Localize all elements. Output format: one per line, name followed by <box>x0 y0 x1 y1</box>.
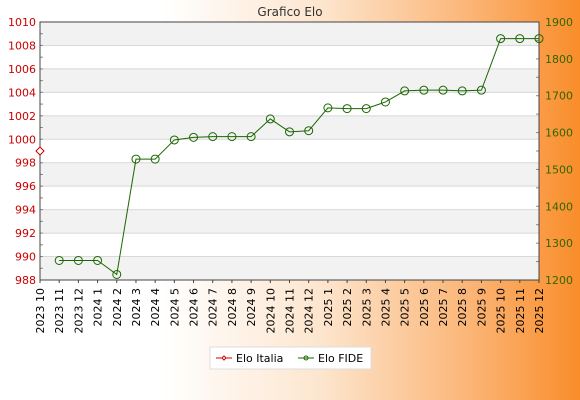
y-right-tick-label: 1700 <box>545 90 573 103</box>
x-tick-label: 2024 11 <box>284 288 297 334</box>
y-right-tick-label: 1300 <box>545 237 573 250</box>
x-tick-label: 2025 7 <box>437 288 450 327</box>
x-tick-label: 2023 10 <box>34 288 47 334</box>
grid-band <box>40 68 539 93</box>
x-tick-label: 2024 3 <box>130 288 143 327</box>
y-left-tick-label: 994 <box>15 204 36 217</box>
data-point <box>476 85 486 95</box>
legend-label: Elo Italia <box>236 352 283 365</box>
data-point <box>189 132 199 142</box>
data-point <box>380 97 390 107</box>
x-tick-label: 2023 11 <box>53 288 66 334</box>
data-point <box>285 127 294 137</box>
y-left-tick-label: 1008 <box>8 39 36 52</box>
x-tick-label: 2024 5 <box>168 288 181 327</box>
x-tick-label: 2025 6 <box>418 288 431 327</box>
data-point <box>361 104 371 114</box>
data-point <box>227 132 237 142</box>
y-right-tick-label: 1800 <box>545 53 573 66</box>
data-point <box>112 269 122 279</box>
grid-band <box>40 256 539 280</box>
x-tick-label: 2025 2 <box>341 288 354 327</box>
y-left-tick-label: 1002 <box>8 110 36 123</box>
data-point <box>246 132 256 142</box>
legend-marker <box>303 355 309 361</box>
x-tick-label: 2025 12 <box>533 288 546 334</box>
data-point <box>150 154 160 164</box>
legend-box <box>209 346 372 370</box>
x-tick-label: 2024 7 <box>207 288 220 327</box>
data-point <box>515 34 525 44</box>
legend: Elo Italia Elo FIDE <box>209 346 372 370</box>
y-right-tick-label: 1600 <box>545 127 573 140</box>
data-point <box>457 86 467 96</box>
y-right-tick-label: 1200 <box>545 274 573 287</box>
data-point <box>35 146 45 156</box>
legend-marker <box>221 355 227 361</box>
data-point <box>131 154 141 164</box>
x-tick-label: 2025 11 <box>514 288 527 334</box>
data-point <box>323 103 333 113</box>
y-left-tick-label: 988 <box>15 274 36 287</box>
y-left-tick-label: 1010 <box>8 16 36 29</box>
chart-title: Grafico Elo <box>257 5 322 19</box>
data-point <box>400 86 410 96</box>
x-tick-label: 2024 12 <box>303 288 316 334</box>
data-point <box>419 85 429 95</box>
x-tick-label: 2024 10 <box>264 288 277 334</box>
series-line <box>59 38 539 276</box>
y-left-tick-label: 996 <box>15 180 36 193</box>
grid-band <box>40 162 539 187</box>
data-point <box>73 255 83 265</box>
data-point <box>438 85 448 95</box>
y-left-tick-label: 1006 <box>8 63 36 76</box>
x-tick-label: 2025 1 <box>322 288 335 327</box>
data-point <box>342 104 352 114</box>
x-tick-label: 2024 2 <box>111 288 124 327</box>
x-tick-label: 2025 8 <box>456 288 469 327</box>
y-left-tick-label: 990 <box>15 251 36 264</box>
y-right-tick-label: 1500 <box>545 163 573 176</box>
data-point <box>265 114 275 124</box>
data-point <box>304 126 314 136</box>
grid-band <box>40 209 539 234</box>
y-left-tick-label: 1000 <box>8 133 36 146</box>
data-point <box>93 255 103 265</box>
data-point <box>534 34 544 44</box>
x-tick-label: 2023 12 <box>72 288 85 334</box>
data-point <box>208 132 218 142</box>
y-left-tick-label: 1004 <box>8 86 36 99</box>
legend-label: Elo FIDE <box>318 352 363 365</box>
data-point <box>54 255 64 265</box>
grid-band <box>40 22 539 46</box>
x-tick-label: 2025 5 <box>399 288 412 327</box>
x-tick-label: 2024 8 <box>226 288 239 327</box>
x-tick-label: 2024 1 <box>92 288 105 327</box>
x-tick-label: 2024 9 <box>245 288 258 327</box>
data-point <box>169 135 179 145</box>
x-tick-label: 2025 9 <box>475 288 488 327</box>
y-right-tick-label: 1900 <box>545 16 573 29</box>
x-tick-label: 2024 6 <box>188 288 201 327</box>
y-left-tick-label: 992 <box>15 227 36 240</box>
y-left-tick-label: 998 <box>15 157 36 170</box>
x-tick-label: 2025 3 <box>360 288 373 327</box>
x-tick-label: 2025 4 <box>379 288 392 327</box>
data-point <box>496 34 506 44</box>
x-tick-label: 2024 4 <box>149 288 162 327</box>
plot-area <box>40 22 539 280</box>
y-right-tick-label: 1400 <box>545 200 573 213</box>
x-tick-label: 2025 10 <box>495 288 508 334</box>
